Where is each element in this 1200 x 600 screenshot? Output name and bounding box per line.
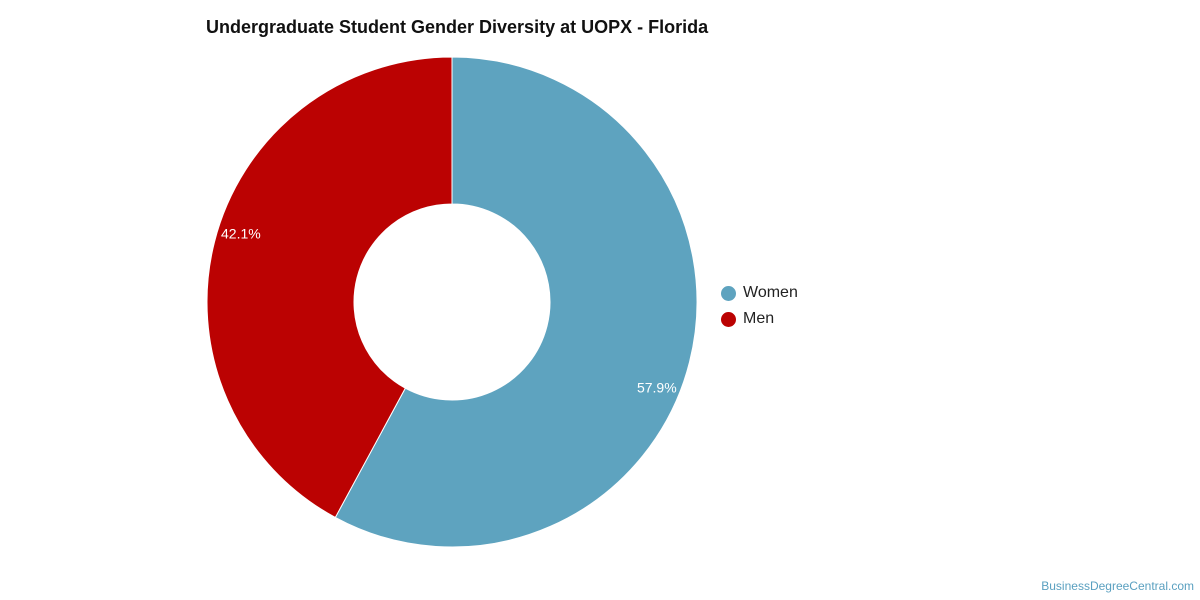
legend-item-women: Women [721,280,798,306]
legend-swatch-men [721,311,736,327]
slice-men [206,56,453,519]
legend-label-women: Women [743,284,798,301]
legend: Women Men [721,280,798,332]
legend-swatch-women [721,285,736,301]
slice-women [334,56,698,548]
slices-group [206,56,698,548]
legend-label-men: Men [743,310,775,327]
legend-item-men: Men [721,306,798,332]
slice-label-women: 57.9% [637,380,677,396]
slice-labels-group: 57.9% 42.1% [221,225,677,395]
slice-label-men: 42.1% [221,225,261,241]
watermark: BusinessDegreeCentral.com [1041,579,1194,593]
chart-title: Undergraduate Student Gender Diversity a… [206,17,709,37]
